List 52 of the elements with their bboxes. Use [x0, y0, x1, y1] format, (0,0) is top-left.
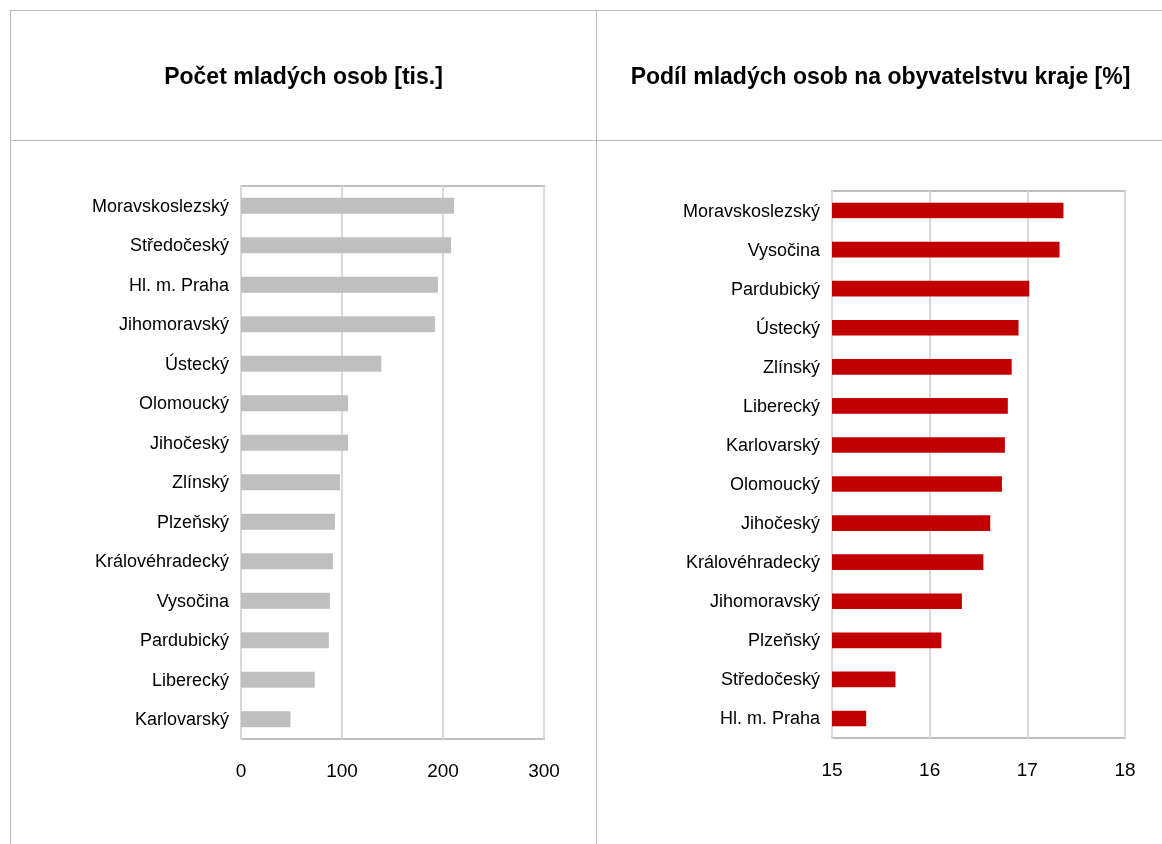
y-tick-label: Královéhradecký	[94, 551, 229, 572]
y-tick-label: Vysočina	[747, 239, 821, 260]
x-tick-label: 200	[427, 760, 459, 781]
x-tick-label: 0	[235, 760, 247, 781]
y-tick-label: Středočeský	[129, 235, 229, 256]
x-tick-label: 15	[821, 759, 843, 780]
y-tick-label: Zlínský	[171, 472, 229, 493]
y-tick-label: Královéhradecký	[685, 552, 820, 573]
y-tick-label: Olomoucký	[729, 474, 820, 495]
y-tick-label: Jihomoravský	[709, 591, 820, 612]
bar	[241, 632, 329, 649]
y-tick-label: Liberecký	[151, 669, 229, 690]
y-tick-label: Plzeňský	[156, 511, 229, 532]
y-tick-label: Zlínský	[762, 356, 820, 377]
bar	[241, 316, 435, 333]
x-tick-label: 16	[919, 759, 941, 780]
bar	[241, 513, 335, 530]
x-tick-label: 300	[528, 760, 560, 781]
y-tick-label: Vysočina	[156, 590, 230, 611]
chart-title: Počet mladých osob [tis.]	[11, 11, 596, 141]
x-tick-label: 17	[1016, 759, 1038, 780]
y-tick-label: Jihočeský	[740, 513, 820, 534]
y-tick-label: Karlovarský	[134, 709, 229, 730]
y-tick-label: Liberecký	[742, 395, 820, 416]
bar	[241, 355, 382, 372]
y-tick-label: Olomoucký	[138, 393, 229, 414]
bar	[241, 237, 452, 254]
y-tick-label: Moravskoslezský	[682, 200, 820, 221]
bar	[241, 474, 340, 491]
chart-title: Podíl mladých osob na obyvatelstvu kraje [%]	[597, 11, 1162, 141]
bar	[241, 197, 455, 214]
x-tick-label: 18	[1114, 759, 1136, 780]
y-tick-label: Hl. m. Praha	[719, 708, 821, 729]
y-tick-label: Jihočeský	[149, 432, 229, 453]
y-tick-label: Pardubický	[139, 630, 229, 651]
y-tick-label: Karlovarský	[725, 434, 820, 455]
bar	[241, 592, 330, 609]
bar	[241, 553, 333, 570]
y-tick-label: Moravskoslezský	[91, 195, 229, 216]
y-tick-label: Hl. m. Praha	[128, 274, 230, 295]
y-tick-label: Pardubický	[730, 278, 820, 299]
y-tick-label: Ústecký	[755, 316, 820, 338]
y-tick-label: Jihomoravský	[118, 314, 229, 335]
bar	[241, 434, 349, 451]
bar	[241, 671, 315, 688]
y-tick-label: Ústecký	[164, 352, 229, 374]
x-tick-label: 100	[326, 760, 358, 781]
y-tick-label: Plzeňský	[747, 630, 820, 651]
bar	[241, 395, 349, 412]
y-tick-label: Středočeský	[720, 669, 820, 690]
bar	[241, 276, 438, 293]
bar	[241, 711, 291, 728]
